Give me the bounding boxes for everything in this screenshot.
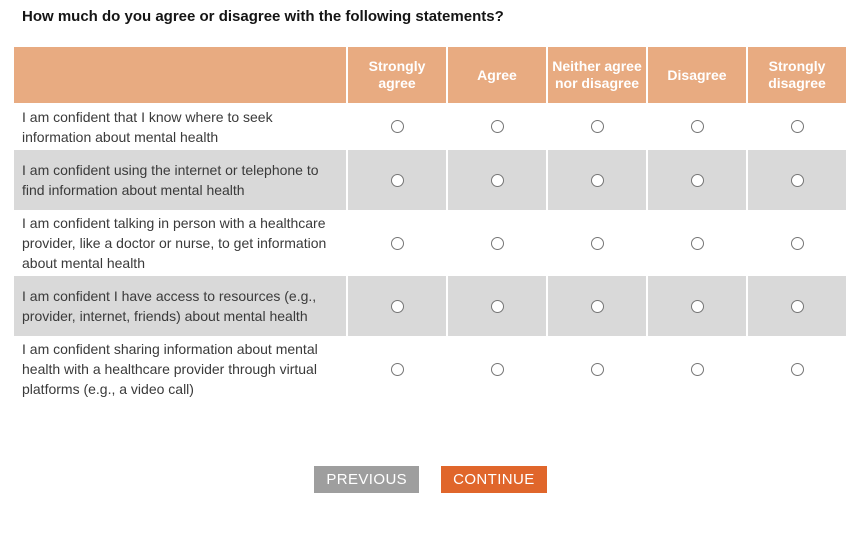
radio-cell — [746, 276, 846, 336]
radio-cell — [646, 150, 746, 210]
radio-agree[interactable] — [490, 236, 504, 250]
table-row: I am confident I have access to resource… — [14, 276, 846, 336]
radio-cell — [546, 150, 646, 210]
navigation-buttons: PREVIOUS CONTINUE — [0, 466, 861, 493]
statement-label: I am confident using the internet or tel… — [14, 150, 346, 210]
radio-strongly-agree[interactable] — [390, 362, 404, 376]
radio-neither[interactable] — [590, 362, 604, 376]
statement-text: I am confident using the internet or tel… — [22, 162, 319, 198]
statement-label: I am confident I have access to resource… — [14, 276, 346, 336]
radio-disagree[interactable] — [690, 299, 704, 313]
radio-cell — [446, 210, 546, 276]
column-header-agree: Agree — [446, 47, 546, 103]
radio-cell — [746, 103, 846, 150]
statement-text: I am confident I have access to resource… — [22, 288, 317, 324]
radio-disagree[interactable] — [690, 362, 704, 376]
radio-cell — [546, 103, 646, 150]
radio-cell — [346, 276, 446, 336]
radio-strongly-agree[interactable] — [390, 120, 404, 133]
column-header-disagree: Disagree — [646, 47, 746, 103]
column-header-strongly-disagree: Strongly disagree — [746, 47, 846, 103]
question-title: How much do you agree or disagree with t… — [22, 8, 504, 25]
radio-strongly-disagree[interactable] — [790, 236, 804, 250]
radio-disagree[interactable] — [690, 120, 704, 133]
table-row: I am confident talking in person with a … — [14, 210, 846, 276]
table-row: I am confident using the internet or tel… — [14, 150, 846, 210]
table-row: I am confident that I know where to seek… — [14, 103, 846, 150]
column-header-neither: Neither agree nor disagree — [546, 47, 646, 103]
radio-cell — [546, 336, 646, 402]
continue-button[interactable]: CONTINUE — [441, 466, 547, 493]
radio-cell — [546, 276, 646, 336]
radio-neither[interactable] — [590, 173, 604, 187]
radio-agree[interactable] — [490, 299, 504, 313]
statement-text: I am confident sharing information about… — [22, 341, 318, 397]
radio-neither[interactable] — [590, 120, 604, 133]
radio-cell — [446, 336, 546, 402]
statement-text: I am confident talking in person with a … — [22, 215, 327, 271]
radio-disagree[interactable] — [690, 236, 704, 250]
radio-neither[interactable] — [590, 236, 604, 250]
radio-neither[interactable] — [590, 299, 604, 313]
radio-strongly-disagree[interactable] — [790, 299, 804, 313]
radio-strongly-agree[interactable] — [390, 236, 404, 250]
radio-strongly-disagree[interactable] — [790, 120, 804, 133]
radio-agree[interactable] — [490, 362, 504, 376]
radio-strongly-disagree[interactable] — [790, 173, 804, 187]
radio-cell — [346, 336, 446, 402]
previous-button[interactable]: PREVIOUS — [314, 466, 420, 493]
radio-agree[interactable] — [490, 120, 504, 133]
table-row: I am confident sharing information about… — [14, 336, 846, 402]
table-header-row: Strongly agree Agree Neither agree nor d… — [14, 47, 846, 103]
likert-table: Strongly agree Agree Neither agree nor d… — [14, 47, 846, 402]
radio-cell — [546, 210, 646, 276]
radio-cell — [446, 103, 546, 150]
radio-agree[interactable] — [490, 173, 504, 187]
header-statement-spacer — [14, 47, 346, 103]
radio-cell — [746, 150, 846, 210]
radio-cell — [646, 210, 746, 276]
statement-label: I am confident sharing information about… — [14, 336, 346, 402]
column-header-strongly-agree: Strongly agree — [346, 47, 446, 103]
statement-label: I am confident that I know where to seek… — [14, 103, 346, 150]
statement-label: I am confident talking in person with a … — [14, 210, 346, 276]
radio-cell — [646, 276, 746, 336]
radio-cell — [446, 150, 546, 210]
radio-strongly-agree[interactable] — [390, 173, 404, 187]
radio-cell — [346, 210, 446, 276]
radio-cell — [746, 336, 846, 402]
radio-cell — [446, 276, 546, 336]
radio-cell — [346, 150, 446, 210]
radio-cell — [346, 103, 446, 150]
statement-text: I am confident that I know where to seek… — [22, 108, 273, 145]
radio-disagree[interactable] — [690, 173, 704, 187]
radio-strongly-agree[interactable] — [390, 299, 404, 313]
radio-cell — [746, 210, 846, 276]
radio-cell — [646, 336, 746, 402]
radio-strongly-disagree[interactable] — [790, 362, 804, 376]
radio-cell — [646, 103, 746, 150]
